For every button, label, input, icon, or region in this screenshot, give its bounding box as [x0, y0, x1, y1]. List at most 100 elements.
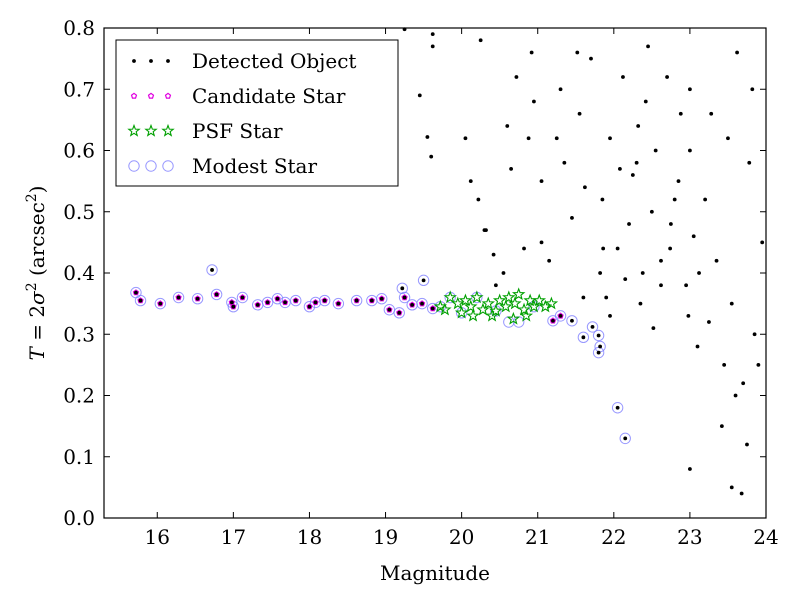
detected-object-point — [283, 300, 287, 305]
detected-object-point — [643, 99, 648, 104]
modest-star-point — [376, 293, 388, 305]
detected-object-point — [760, 240, 765, 245]
legend-label-candidate-star: Candidate Star — [192, 84, 346, 108]
detected-object-point — [752, 332, 757, 337]
x-tick-label: 18 — [297, 525, 322, 549]
detected-object-point — [745, 442, 749, 447]
modest-star-point — [566, 315, 578, 327]
detected-object-point — [608, 313, 612, 318]
detected-object-point — [672, 197, 677, 202]
detected-object-point — [491, 252, 496, 257]
detected-object-point — [430, 306, 435, 311]
detected-object-point — [577, 111, 582, 116]
detected-object-point — [265, 300, 270, 305]
detected-object-point — [589, 56, 593, 61]
x-tick-label: 20 — [449, 525, 474, 549]
modest-star-point — [393, 307, 405, 319]
y-tick-label: 0.7 — [63, 77, 95, 101]
detected-object-point — [668, 246, 673, 251]
detected-object-point — [722, 362, 727, 367]
detected-object-point — [750, 87, 755, 92]
modest-star-point — [619, 432, 631, 445]
psf-star-point — [443, 290, 457, 304]
detected-object-point — [714, 258, 719, 263]
candidate-star-point — [312, 299, 319, 306]
detected-object-point — [478, 38, 483, 43]
detected-object-point — [596, 333, 601, 338]
detected-object-point — [336, 301, 341, 306]
modest-star-point — [332, 297, 345, 310]
points-layer — [130, 27, 765, 496]
detected-object-point — [636, 124, 641, 128]
candidate-star-point — [401, 294, 408, 301]
candidate-star-point — [408, 301, 416, 308]
detected-object-point — [590, 325, 595, 329]
detected-object-point — [313, 300, 318, 305]
detected-object-point — [134, 290, 138, 295]
detected-object-point — [739, 491, 744, 496]
detected-object-point — [747, 160, 752, 165]
detected-object-point — [678, 111, 683, 116]
detected-object-point — [229, 300, 234, 305]
psf-star-point — [451, 296, 465, 310]
x-tick-label: 24 — [753, 525, 778, 549]
detected-object-point — [618, 166, 622, 171]
detected-object-point — [615, 246, 620, 251]
modest-star-point — [191, 293, 204, 305]
detected-object-point — [410, 302, 415, 307]
detected-object-point — [659, 283, 663, 288]
psf-star-point — [499, 299, 513, 313]
legend-symbols — [127, 59, 175, 172]
detected-object-point — [532, 99, 536, 104]
modest-star-point — [554, 310, 567, 322]
modest-star-point — [592, 329, 605, 342]
legend-box — [115, 39, 399, 187]
legend-marker-modest-star — [128, 160, 140, 172]
detected-object-point — [707, 320, 711, 324]
detected-object-point — [240, 295, 245, 300]
detected-object-point — [176, 295, 181, 300]
legend-marker-psf-star — [127, 123, 141, 137]
detected-object-point — [719, 424, 724, 429]
candidate-star-point — [281, 299, 289, 306]
ticks-layer: 16 17 18 19 20 21 22 23 24 0.0 0.1 0.2 0.3 0.4 0.5 0.6 0… — [63, 16, 779, 549]
detected-object-point — [570, 318, 574, 323]
detected-object-point — [468, 179, 473, 184]
detected-object-point — [598, 344, 603, 349]
detected-object-point — [322, 298, 327, 303]
detected-object-point — [608, 136, 612, 141]
psf-star-point — [492, 293, 507, 307]
detected-object-point — [397, 310, 402, 315]
y-tick-label: 0.2 — [63, 384, 95, 408]
y-tick-label: 0.4 — [63, 261, 95, 285]
psf-star-point — [481, 296, 496, 310]
modest-star-point — [398, 291, 411, 304]
detected-object-point — [630, 173, 635, 177]
detected-object-point — [387, 307, 392, 312]
candidate-star-point — [213, 291, 220, 298]
detected-object-point — [695, 344, 700, 349]
modest-star-point — [350, 294, 363, 307]
modest-star-point — [134, 294, 147, 307]
legend-marker-modest-star — [145, 160, 157, 172]
detected-object-point — [293, 298, 298, 303]
modest-star-point — [261, 296, 274, 309]
modest-star-point — [586, 321, 599, 333]
psf-star-point — [527, 299, 541, 313]
detected-object-point — [539, 240, 544, 245]
detected-object-point — [551, 318, 555, 323]
detected-object-point — [668, 222, 673, 226]
candidate-star-point — [396, 309, 403, 316]
detected-object-point — [638, 301, 643, 306]
detected-object-point — [709, 111, 714, 116]
detected-object-point — [741, 381, 746, 386]
psf-star-point — [506, 311, 521, 325]
psf-star-point — [485, 308, 499, 322]
psf-star-point — [438, 302, 452, 316]
modest-star-point — [417, 274, 430, 287]
psf-star-point — [454, 305, 469, 319]
legend-marker-candidate-star — [147, 92, 155, 99]
detected-object-point — [539, 179, 544, 184]
detected-object-point — [482, 228, 487, 233]
